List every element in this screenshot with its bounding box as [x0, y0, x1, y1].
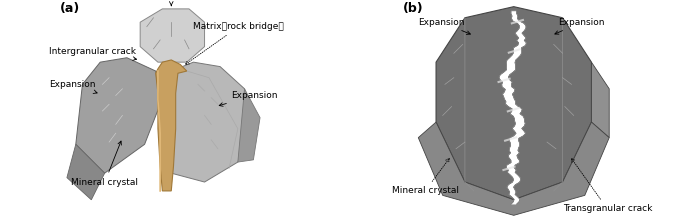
- Text: Expansion: Expansion: [419, 18, 471, 34]
- Text: (b): (b): [403, 2, 423, 15]
- Polygon shape: [162, 62, 253, 182]
- Text: Mineral crystal: Mineral crystal: [392, 158, 459, 195]
- Text: Mineral crystal: Mineral crystal: [71, 141, 138, 186]
- Text: Matrix（rock bridge）: Matrix（rock bridge）: [186, 22, 284, 64]
- Text: Transgranular crack: Transgranular crack: [562, 159, 652, 213]
- Text: (a): (a): [60, 2, 81, 15]
- Polygon shape: [140, 9, 205, 62]
- Text: Expansion: Expansion: [148, 0, 195, 6]
- Text: Expansion: Expansion: [555, 18, 605, 34]
- Polygon shape: [591, 62, 609, 138]
- Polygon shape: [419, 122, 609, 215]
- Polygon shape: [238, 89, 260, 162]
- Polygon shape: [76, 58, 160, 173]
- Text: Expansion: Expansion: [49, 80, 97, 93]
- Polygon shape: [155, 60, 187, 191]
- Text: Expansion: Expansion: [219, 91, 277, 106]
- Polygon shape: [67, 144, 105, 200]
- Polygon shape: [499, 11, 526, 204]
- Polygon shape: [436, 7, 591, 200]
- Text: Intergranular crack: Intergranular crack: [49, 47, 136, 60]
